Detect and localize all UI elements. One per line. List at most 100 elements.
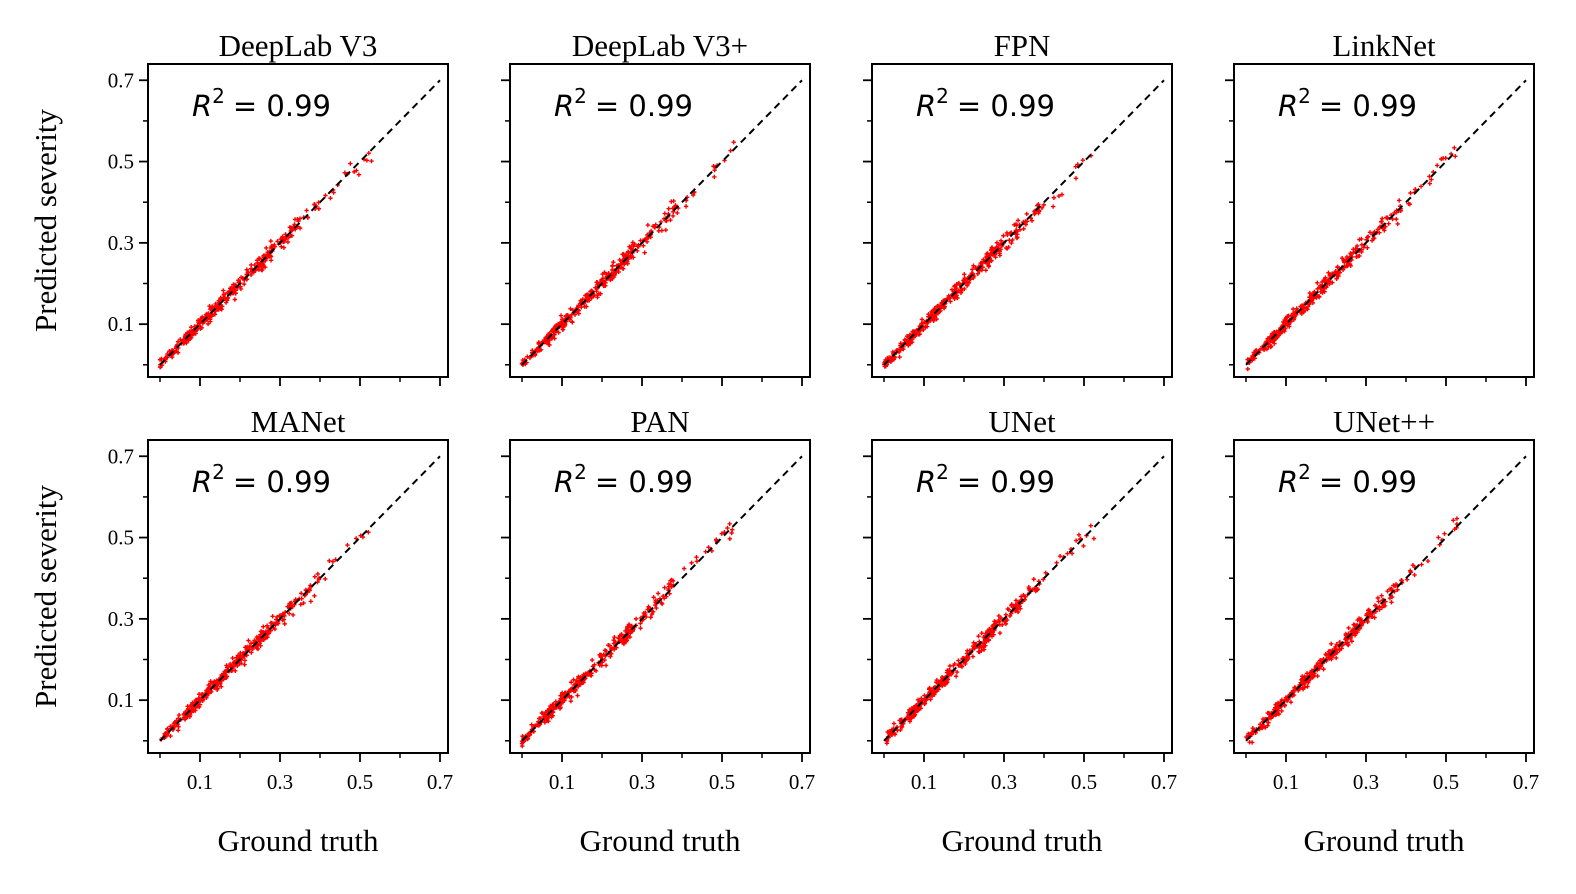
- data-point: [587, 298, 592, 303]
- data-point: [1081, 543, 1086, 549]
- panel-title: UNet: [988, 404, 1056, 439]
- data-point: [972, 646, 977, 651]
- r2-symbol: R: [554, 89, 574, 123]
- data-point: [1280, 329, 1285, 334]
- data-point: [1276, 704, 1281, 710]
- data-point: [885, 355, 890, 361]
- data-point: [985, 251, 990, 256]
- data-point: [998, 238, 1004, 243]
- data-point: [1018, 606, 1023, 611]
- r2-value: = 0.99: [595, 465, 693, 499]
- data-point: [238, 275, 244, 280]
- data-point: [159, 356, 164, 362]
- data-point: [1372, 235, 1377, 241]
- data-point: [1451, 518, 1456, 523]
- data-point: [330, 559, 336, 564]
- y-axis-title: Predicted severity: [28, 485, 63, 708]
- data-point: [1380, 216, 1385, 221]
- data-point: [604, 271, 609, 277]
- data-point: [269, 243, 274, 249]
- data-point: [984, 255, 989, 260]
- data-point: [565, 313, 570, 318]
- data-point: [1031, 577, 1036, 582]
- data-point: [331, 190, 336, 195]
- data-point: [656, 228, 662, 234]
- data-point: [345, 542, 350, 548]
- data-point: [1024, 211, 1029, 217]
- data-point: [934, 677, 940, 683]
- data-point: [1278, 331, 1283, 337]
- data-point: [238, 286, 244, 292]
- data-point: [711, 164, 716, 169]
- x-tick-label: 0.3: [991, 770, 1017, 794]
- data-point: [221, 288, 226, 293]
- data-point: [608, 277, 613, 283]
- data-point: [952, 661, 957, 667]
- data-point: [178, 337, 183, 342]
- data-point: [1334, 647, 1340, 653]
- axes-frame: [1233, 63, 1535, 378]
- data-point: [602, 657, 607, 663]
- reference-line: [1245, 455, 1527, 742]
- data-point: [199, 325, 204, 331]
- axes-frame: [147, 439, 449, 754]
- data-point: [557, 706, 563, 711]
- data-point: [600, 271, 605, 277]
- data-point: [1375, 595, 1381, 601]
- data-point: [519, 741, 525, 746]
- data-point: [298, 591, 304, 596]
- reference-line: [883, 79, 1165, 366]
- data-point: [274, 617, 279, 622]
- data-point: [1056, 193, 1062, 199]
- data-point: [246, 638, 251, 643]
- data-point: [987, 259, 992, 264]
- data-point: [534, 346, 539, 352]
- data-point: [683, 204, 689, 209]
- data-point: [959, 664, 965, 669]
- data-point: [719, 531, 724, 536]
- points-group: [1244, 516, 1460, 745]
- data-point: [207, 314, 212, 319]
- data-point: [1379, 593, 1384, 598]
- data-point: [1321, 667, 1326, 672]
- reference-line: [883, 455, 1165, 742]
- data-point: [670, 578, 676, 584]
- data-point: [312, 201, 317, 207]
- data-point: [287, 611, 292, 616]
- data-point: [706, 545, 711, 550]
- data-point: [1452, 145, 1457, 151]
- data-point: [919, 321, 924, 326]
- data-point: [1249, 740, 1255, 745]
- data-point: [242, 658, 248, 663]
- scatter-panel: LinkNet R2 = 0.99: [1225, 28, 1535, 386]
- data-point: [1439, 156, 1444, 162]
- data-point: [976, 649, 981, 654]
- data-point: [275, 614, 280, 620]
- data-point: [947, 296, 952, 301]
- data-point: [1013, 228, 1019, 233]
- data-point: [955, 295, 960, 301]
- data-point: [1069, 551, 1075, 556]
- data-point: [258, 632, 263, 637]
- scatter-panel: FPN R2 = 0.99: [863, 28, 1173, 386]
- data-point: [613, 639, 618, 645]
- data-point: [649, 611, 655, 617]
- data-point: [165, 351, 170, 357]
- data-point: [606, 643, 611, 648]
- data-point: [525, 354, 530, 359]
- data-point: [624, 638, 630, 643]
- r2-symbol: R: [192, 465, 212, 499]
- data-point: [919, 317, 925, 322]
- data-point: [1059, 192, 1065, 197]
- data-point: [348, 161, 353, 166]
- data-point: [1245, 366, 1250, 372]
- r2-symbol: R: [554, 465, 574, 499]
- data-point: [694, 559, 700, 564]
- data-point: [568, 699, 574, 704]
- r2-value: = 0.99: [233, 89, 331, 123]
- data-point: [270, 614, 275, 619]
- data-point: [712, 174, 717, 180]
- data-point: [533, 723, 538, 728]
- r2-value: = 0.99: [1319, 89, 1417, 123]
- data-point: [353, 536, 359, 541]
